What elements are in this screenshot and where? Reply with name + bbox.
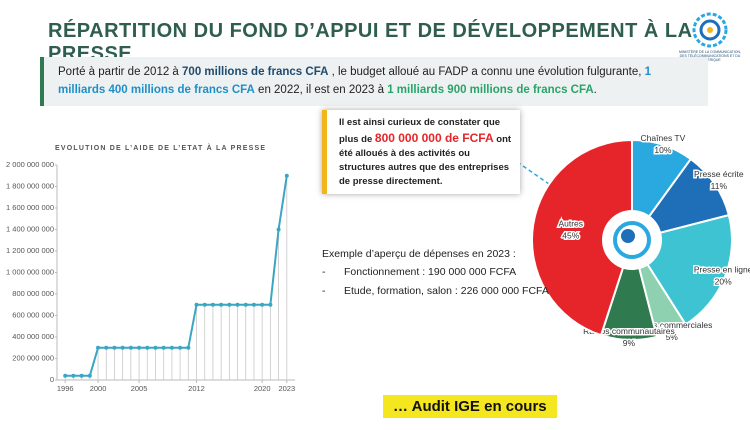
callout-text: ont été alloués à des activités ou struc… [339,133,512,187]
data-point [202,302,207,307]
y-tick-label: 2 000 000 000 [6,160,54,169]
pie-slice [629,157,731,242]
data-point [219,302,224,307]
data-point [210,302,215,307]
data-point [243,302,248,307]
logo [692,12,728,48]
pie-category: Presse en ligne [694,264,750,274]
data-point [227,302,232,307]
footer: … Audit IGE en cours [383,395,557,418]
y-tick-label: 600 000 000 [12,310,54,319]
y-tick-label: 800 000 000 [12,289,54,298]
y-tick-label: 400 000 000 [12,332,54,341]
data-point [251,302,256,307]
callout-highlight: 800 000 000 de FCFA [374,130,494,145]
y-tick-label: 1 600 000 000 [6,203,54,212]
data-point [87,373,92,378]
pie-value-label: 11% [711,181,728,191]
expenses: Exemple d’aperçu de dépenses en 2023 : F… [322,245,549,300]
data-point [161,345,166,350]
expense-item: Etude, formation, salon : 226 000 000 FC… [322,282,549,300]
pie-value-label: 10% [654,145,671,155]
data-point [194,302,199,307]
pie-value-label: 20% [715,276,732,286]
data-point [153,345,158,350]
data-point [79,373,84,378]
x-tick-label: 2023 [278,384,295,393]
y-tick-label: 1 200 000 000 [6,246,54,255]
pie-icon-dot [621,229,635,243]
y-tick-label: 1 000 000 000 [6,267,54,276]
intro-text: , le budget alloué au FADP a connu une é… [328,66,645,78]
callout-text: Il est ainsi curieux de constater que pl… [339,117,501,145]
expenses-list: Fonctionnement : 190 000 000 FCFA Etude,… [322,263,549,300]
pie-category: Presse écrite [694,169,744,179]
pie-value-label: 5% [666,332,679,342]
intro: Porté à partir de 2012 à 700 millions de… [40,57,708,106]
data-point [268,302,273,307]
pie-category: Radios communautaires [583,326,675,336]
pie-category: Autres [558,219,583,229]
intro-text: . [593,84,597,97]
pie-value-label: 9% [623,338,636,348]
data-point [169,345,174,350]
expense-item: Fonctionnement : 190 000 000 FCFA [322,263,549,281]
pie-label: Chaînes TV 10% [639,132,687,157]
intro-highlight: 1 milliards 400 millions de francs CFA [58,66,652,97]
data-point [235,302,240,307]
logo-text: MINISTÈRE DE LA COMMUNICATION, DES TÉLÉC… [679,50,741,63]
callout: Il est ainsi curieux de constater que pl… [322,110,520,195]
pie-label: Radios communautaires 9% [582,325,677,350]
pie-label: Presse écrite 11% [693,168,746,193]
x-tick-label: 2012 [188,384,205,393]
data-point [178,345,183,350]
x-tick-label: 2005 [131,384,148,393]
x-tick-label: 1996 [57,384,74,393]
pie-icon [613,221,651,259]
pie-label: Autres 45% [557,217,585,242]
data-point [96,345,101,350]
data-point [145,345,150,350]
y-tick-label: 1 800 000 000 [6,181,54,190]
data-point [276,227,281,232]
x-tick-label: 2000 [90,384,107,393]
expenses-title: Exemple d’aperçu de dépenses en 2023 : [322,248,516,260]
intro-text: en 2022, il est en 2023 à [254,84,388,97]
data-point [284,173,289,178]
data-point [260,302,265,307]
data-point [71,373,76,378]
data-point [104,345,109,350]
y-tick-label: 1 400 000 000 [6,224,54,233]
y-tick-label: 200 000 000 [12,353,54,362]
x-tick-label: 2020 [254,384,271,393]
intro-highlight: 700 millions de francs CFA [182,66,329,78]
pie-category: Chaînes TV [641,133,686,143]
pie-label: Presse en ligne 20% [692,263,750,288]
intro-text: Porté à partir de 2012 à [58,66,183,78]
pie-value-label: 45% [562,231,579,241]
y-tick-label: 0 [50,375,54,384]
data-point [120,345,125,350]
pie-slice [531,138,633,337]
data-point [63,373,68,378]
data-point [128,345,133,350]
data-point [186,345,191,350]
data-point [112,345,117,350]
data-line [65,175,288,377]
intro-highlight: 1 milliards 900 millions de francs CFA [387,84,594,97]
chart-title: EVOLUTION DE L’AIDE DE L’ETAT À LA PRESS… [55,143,266,152]
data-point [137,345,142,350]
